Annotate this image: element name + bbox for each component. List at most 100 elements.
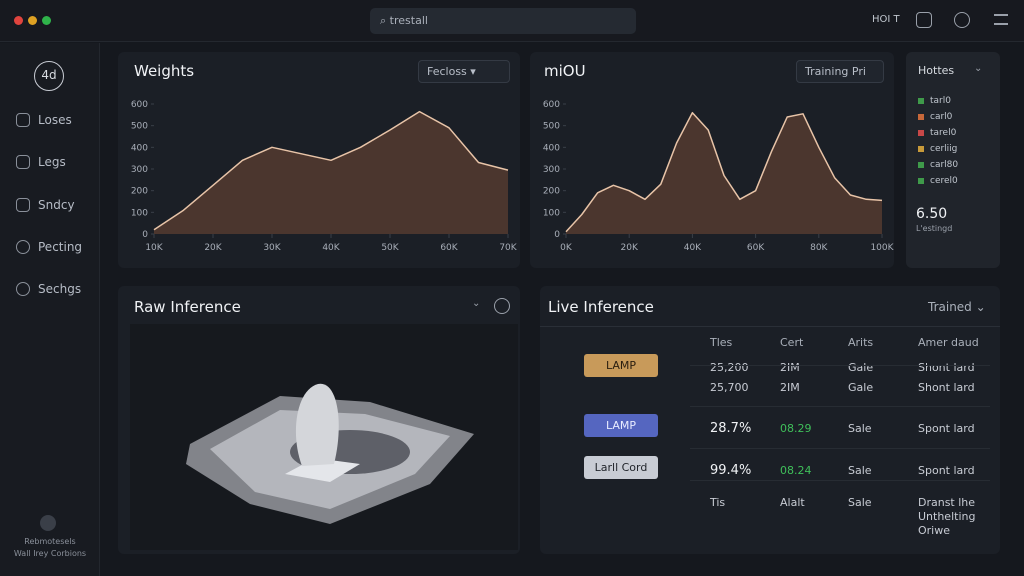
cell: 08.24 <box>780 464 812 477</box>
legend-item: carl80 <box>918 160 958 170</box>
legend-swatch <box>918 162 924 168</box>
x-tick-label: 50K <box>381 243 399 253</box>
row-divider <box>690 406 990 407</box>
panel-title: Raw Inference <box>134 298 241 316</box>
cell: 25,700 <box>710 381 749 394</box>
y-tick-label: 200 <box>543 187 560 197</box>
dropdown[interactable]: Trained ⌄ <box>928 300 986 314</box>
cell: 2IM <box>780 381 800 394</box>
cell: Sale <box>848 464 872 477</box>
y-tick-label: 400 <box>543 143 560 153</box>
legend-item: carl0 <box>918 112 952 122</box>
cell: Gale <box>848 361 874 374</box>
y-tick-label: 100 <box>543 208 560 218</box>
label-badge: LAMP <box>584 414 658 437</box>
dot[interactable] <box>28 16 37 25</box>
legend-item: cerel0 <box>918 176 958 186</box>
cell: 08.29 <box>780 422 812 435</box>
column-header: Amer daud <box>918 336 979 349</box>
y-tick-label: 500 <box>543 122 560 132</box>
legend-panel: Hottes ⌄ tarl0 carl0 tarel0 cerliig carl80 ce… <box>906 52 1000 268</box>
live-panel: Live Inference Trained ⌄ Tles Cert Arits Am… <box>540 286 1000 554</box>
nav-item[interactable]: Pecting <box>16 240 82 254</box>
cell: Tis <box>710 496 726 509</box>
area <box>154 111 508 234</box>
miou-panel: miOU Training Pri 0 100 200 300 400 500 600 0K 2… <box>530 52 894 268</box>
legend-label: tarl0 <box>930 96 951 106</box>
cell: Alalt <box>780 496 805 509</box>
topbar-label[interactable]: HOI T <box>872 14 900 25</box>
cell: 2IM <box>780 361 800 374</box>
y-tick-label: 0 <box>142 230 148 240</box>
dropdown[interactable]: Training Pri <box>796 60 884 83</box>
y-tick-label: 600 <box>131 100 148 110</box>
chart: 0 100 200 300 400 500 600 10K 20K 30K 40K 50K 60K 70K <box>131 100 518 253</box>
nav-label: Sndcy <box>38 198 75 212</box>
search[interactable]: ⌕ trestall <box>370 8 636 34</box>
legend-item: tarl0 <box>918 96 951 106</box>
y-tick-label: 400 <box>131 143 148 153</box>
vase <box>295 383 339 466</box>
x-tick-label: 70K <box>499 243 517 253</box>
legend-label: tarel0 <box>930 128 957 138</box>
nav-label: Legs <box>38 155 66 169</box>
x-tick-label: 100K <box>870 243 894 253</box>
column-header: Cert <box>780 336 804 349</box>
info-icon[interactable] <box>494 298 510 314</box>
nav-label: Sechgs <box>38 282 82 296</box>
dropdown-label: Trained <box>928 300 972 314</box>
legend-title: Hottes <box>918 64 955 77</box>
nav-item[interactable]: Sndcy <box>16 198 75 212</box>
column-header: Tles <box>710 336 733 349</box>
dropdown-label: Training Pri <box>805 65 866 78</box>
legend-swatch <box>918 178 924 184</box>
cell: Shont lard <box>918 361 975 374</box>
legend-item: cerliig <box>918 144 957 154</box>
legend-label: carl0 <box>930 112 953 122</box>
nav-item[interactable]: Loses <box>16 113 72 127</box>
stat-caption: L'estingd <box>916 224 953 233</box>
cell: 99.4% <box>710 463 752 478</box>
panel-title: Weights <box>134 62 195 80</box>
y-tick-label: 300 <box>131 165 148 175</box>
cell: Sale <box>848 422 872 435</box>
x-tick-label: 60K <box>747 243 765 253</box>
topbar: ⌕ trestall HOI T <box>0 0 1024 42</box>
chevron[interactable]: ⌄ <box>974 63 983 74</box>
x-tick-label: 60K <box>440 243 458 253</box>
legend-label: cerel0 <box>930 176 958 186</box>
y-tick-label: 100 <box>131 208 148 218</box>
search-text: trestall <box>389 14 428 27</box>
row-divider <box>690 448 990 449</box>
nav-item[interactable]: Sechgs <box>16 282 81 296</box>
y-tick-label: 200 <box>131 187 148 197</box>
cell: Spont lard <box>918 464 975 477</box>
cell: 25,200 <box>710 361 749 374</box>
stat-value: 6.50 <box>916 206 948 222</box>
footer-text: Wall Irey Corbions <box>13 549 87 558</box>
cell: 28.7% <box>710 421 752 436</box>
dropdown[interactable]: Fecloss ▾ <box>418 60 510 83</box>
x-tick-label: 20K <box>204 243 222 253</box>
cell: Shont lard <box>918 381 975 394</box>
logo[interactable]: 4d <box>34 61 64 91</box>
icon[interactable] <box>954 12 970 28</box>
y-tick-label: 300 <box>543 165 560 175</box>
footer-text: Rebmotesels <box>24 537 76 546</box>
legend-swatch <box>918 130 924 136</box>
nav-label: Loses <box>38 113 72 127</box>
cell: Sale <box>848 496 872 509</box>
cell: Spont lard <box>918 422 975 435</box>
legend-item: tarel0 <box>918 128 956 138</box>
avatar[interactable] <box>40 515 56 531</box>
legend-swatch <box>918 114 924 120</box>
dot[interactable] <box>42 16 51 25</box>
menu-icon[interactable] <box>994 14 1008 25</box>
chart: 0 100 200 300 400 500 600 0K 20K 40K 60K 80K 100K <box>543 100 894 253</box>
nav-item[interactable]: Legs <box>16 155 66 169</box>
legend-swatch <box>918 146 924 152</box>
sidebar: 4d Loses Legs Sndcy Pecting Sechgs Rebmo… <box>0 43 100 576</box>
dot[interactable] <box>14 16 23 25</box>
chevron[interactable]: ⌄ <box>472 298 481 309</box>
icon[interactable] <box>916 12 932 28</box>
